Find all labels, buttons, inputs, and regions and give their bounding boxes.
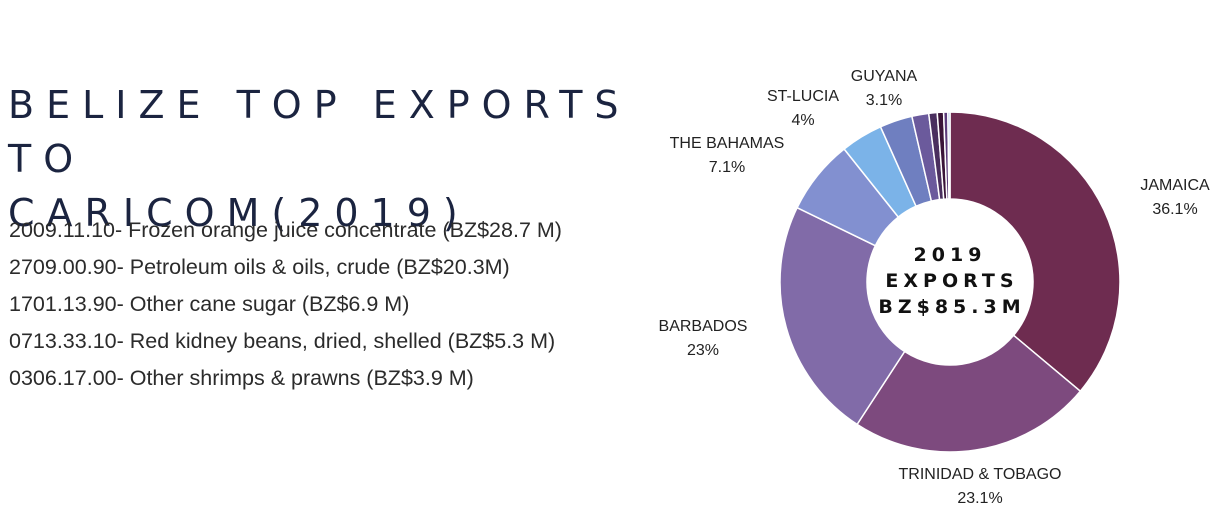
slice-minor: [947, 111, 951, 200]
slice-label-value: 23.1%: [957, 490, 1002, 507]
slice-label-name: JAMAICA: [1140, 177, 1210, 194]
export-item: 0306.17.00- Other shrimps & prawns (BZ$3…: [9, 366, 474, 390]
slice-label-name: THE BAHAMAS: [670, 135, 785, 152]
title-line-2: CARICOM(2019): [8, 191, 470, 235]
page-title: BELIZE TOP EXPORTS TO CARICOM(2019): [8, 78, 648, 240]
slice-label-value: 7.1%: [709, 159, 745, 176]
export-item: 0713.33.10- Red kidney beans, dried, she…: [9, 329, 556, 353]
center-total: BZ$85.3M: [878, 296, 1025, 318]
slice-label-name: TRINIDAD & TOBAGO: [899, 466, 1062, 483]
export-item: 2009.11.10- Frozen orange juice concentr…: [9, 218, 562, 242]
title-line-1: BELIZE TOP EXPORTS TO: [8, 83, 631, 181]
exports-list: 2009.11.10- Frozen orange juice concentr…: [9, 212, 562, 397]
export-item: 2709.00.90- Petroleum oils & oils, crude…: [9, 255, 510, 279]
slice-trinidad-tobago: [856, 334, 1082, 453]
slice-label-value: 4%: [791, 112, 814, 129]
slice-label-value: 3.1%: [866, 92, 902, 109]
slice-label-name: BARBADOS: [659, 318, 748, 335]
slice-label-value: 36.1%: [1152, 201, 1197, 218]
donut-slices: [779, 111, 1121, 453]
slice-jamaica: [949, 111, 1121, 393]
slice-labels: JAMAICA 36.1% TRINIDAD & TOBAGO 23.1% BARBAD…: [659, 68, 1210, 507]
slice-barbados: [779, 206, 906, 426]
slice-label-value: 23%: [687, 342, 719, 359]
slice-label-name: ST-LUCIA: [767, 88, 839, 105]
center-caption: EXPORTS: [885, 270, 1018, 292]
export-item: 1701.13.90- Other cane sugar (BZ$6.9 M): [9, 292, 410, 316]
slice-label-name: GUYANA: [851, 68, 918, 85]
center-year: 2019: [914, 244, 987, 266]
